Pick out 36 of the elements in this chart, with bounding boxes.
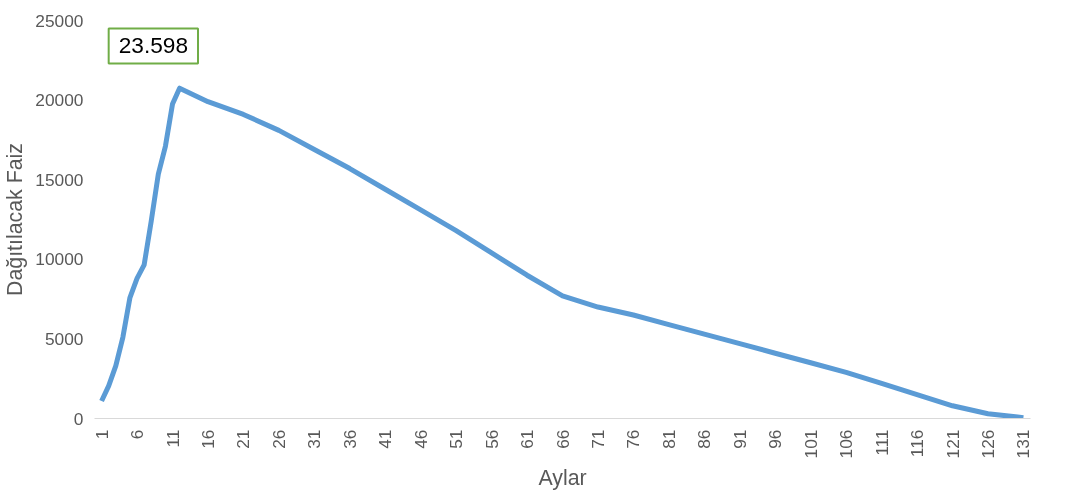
x-tick-label: 16 — [197, 429, 218, 449]
x-tick-label: 81 — [658, 429, 679, 449]
y-tick-label: 20000 — [35, 90, 84, 111]
x-tick-label: 126 — [977, 429, 998, 459]
x-tick-label: 46 — [410, 429, 431, 449]
x-tick-label: 56 — [481, 429, 502, 449]
x-tick-label: 106 — [836, 429, 857, 459]
x-tick-label: 6 — [127, 429, 148, 440]
x-tick-label: 31 — [304, 429, 325, 449]
x-tick-label: 86 — [694, 429, 715, 449]
x-tick-label: 51 — [446, 429, 467, 449]
x-tick-label: 101 — [800, 429, 821, 459]
x-tick-label: 26 — [268, 429, 289, 449]
x-tick-label: 61 — [517, 429, 538, 449]
y-axis-title: Dağıtılacak Faiz — [3, 143, 28, 296]
x-tick-label: 111 — [871, 429, 892, 456]
x-tick-label: 1 — [91, 429, 112, 440]
x-tick-label: 41 — [375, 429, 396, 449]
y-tick-label: 25000 — [35, 10, 84, 31]
x-tick-label: 96 — [765, 429, 786, 449]
annotation: 23.598 — [118, 32, 188, 59]
x-axis-title: Aylar — [538, 466, 587, 491]
x-tick-label: 71 — [587, 429, 608, 449]
y-tick-label: 5000 — [44, 328, 84, 349]
y-tick-label: 15000 — [35, 169, 84, 190]
x-tick-label: 11 — [162, 429, 183, 448]
x-tick-label: 76 — [623, 429, 644, 449]
x-tick-label: 116 — [907, 429, 928, 458]
x-tick-label: 121 — [942, 429, 963, 459]
y-tick-label: 10000 — [35, 249, 84, 270]
x-tick-label: 36 — [339, 429, 360, 449]
x-tick-label: 66 — [552, 429, 573, 449]
x-tick-label: 91 — [729, 429, 750, 449]
x-tick-label: 131 — [1013, 429, 1034, 459]
x-tick-label: 21 — [233, 429, 254, 449]
y-tick-label: 0 — [73, 408, 84, 429]
